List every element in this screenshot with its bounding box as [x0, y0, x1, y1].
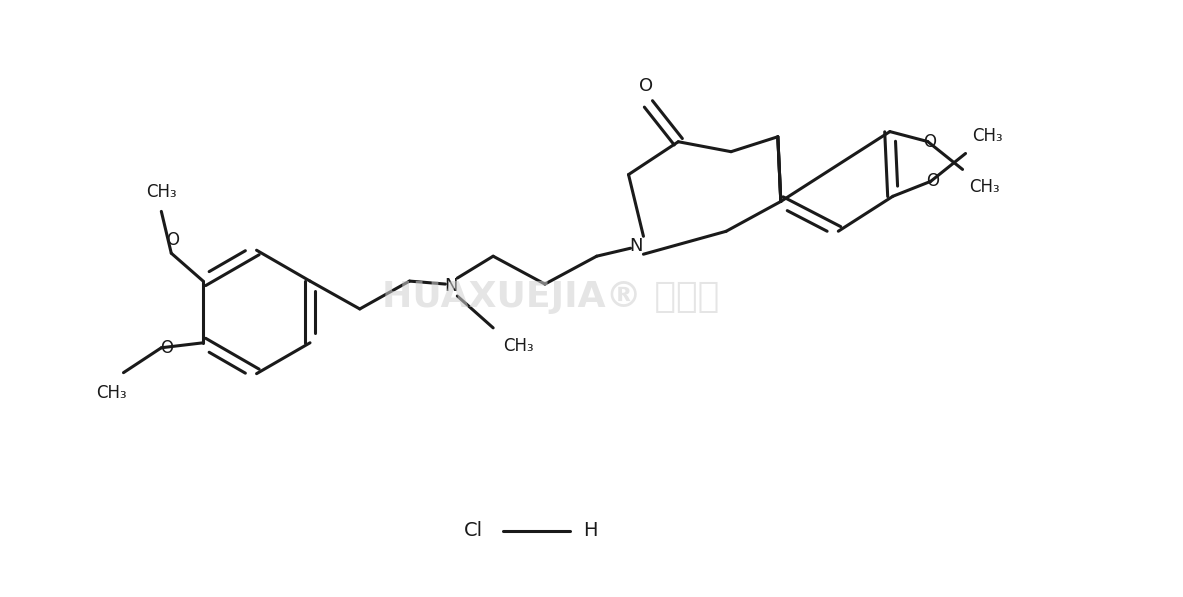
Text: HUAXUEJIA® 化学加: HUAXUEJIA® 化学加	[382, 280, 719, 314]
Text: N: N	[445, 277, 458, 295]
Text: CH₃: CH₃	[503, 337, 534, 355]
Text: O: O	[926, 173, 939, 190]
Text: O: O	[160, 338, 173, 357]
Text: H: H	[583, 521, 597, 540]
Text: O: O	[639, 77, 653, 95]
Text: CH₃: CH₃	[972, 127, 1003, 144]
Text: N: N	[629, 237, 644, 256]
Text: O: O	[923, 133, 936, 150]
Text: O: O	[166, 231, 179, 250]
Text: CH₃: CH₃	[96, 383, 127, 402]
Text: CH₃: CH₃	[969, 179, 1000, 196]
Text: Cl: Cl	[464, 521, 483, 540]
Text: CH₃: CH₃	[146, 183, 176, 201]
